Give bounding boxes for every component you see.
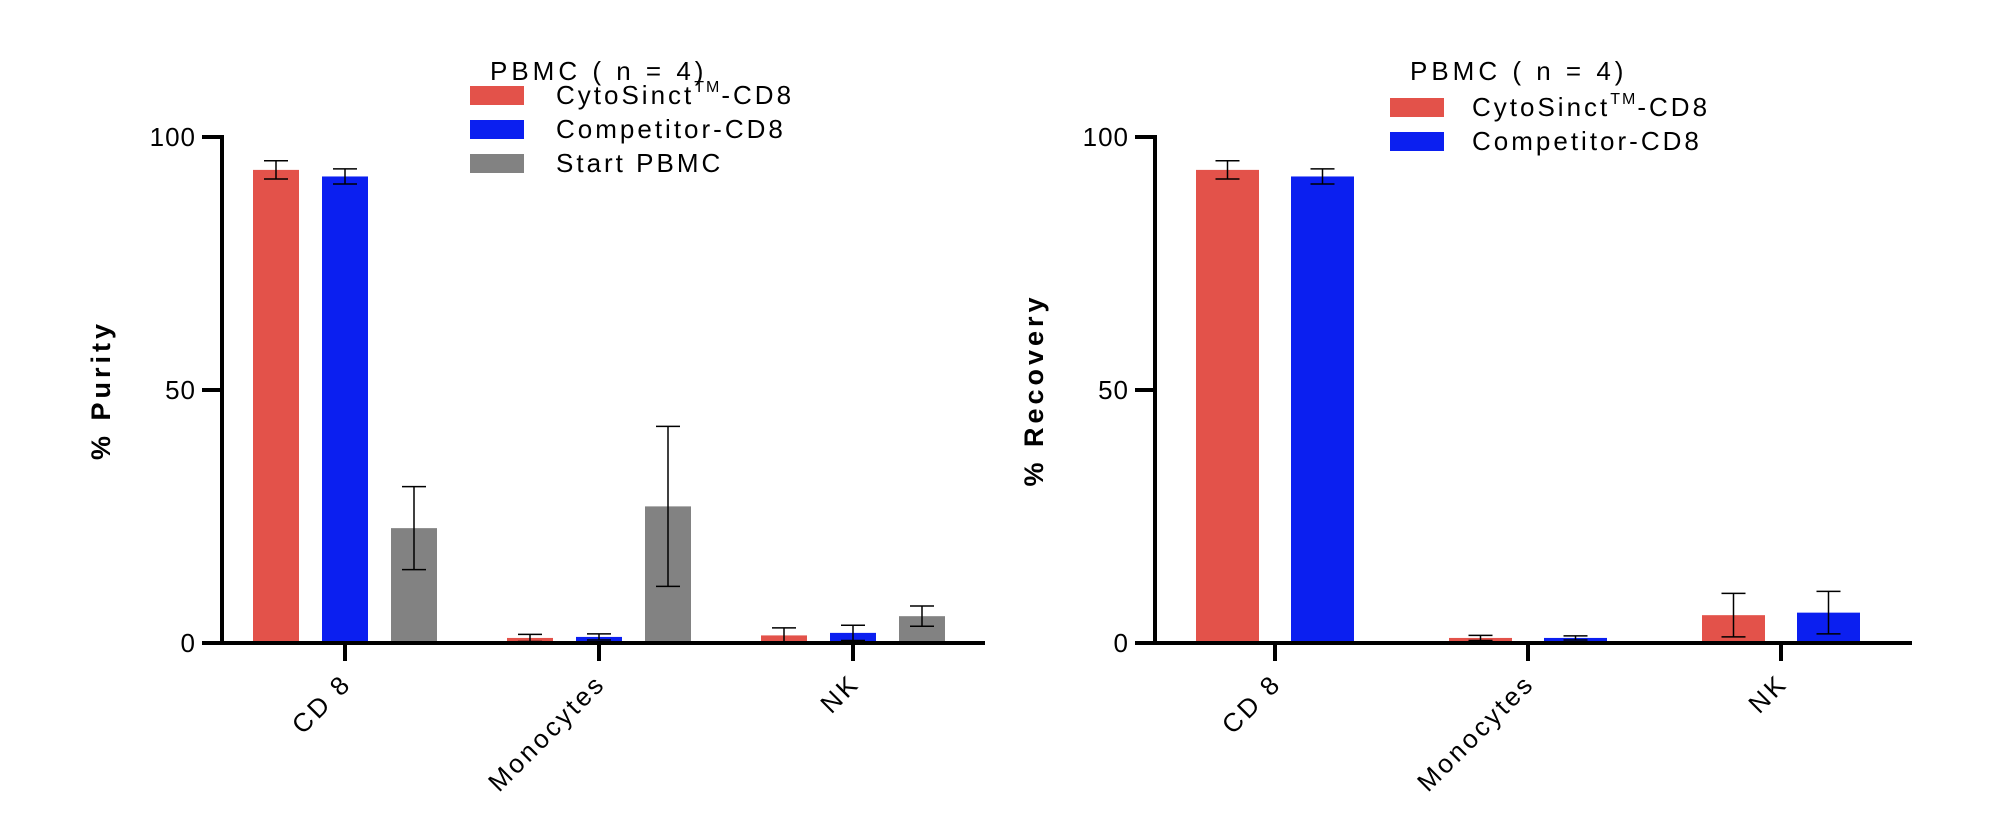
y-tick-label-0: 0 — [181, 628, 196, 658]
bar-cytosinct-cd-8 — [1196, 169, 1259, 643]
error-bar-cytosinct-cd-8 — [1215, 160, 1240, 180]
legend-label-suffix: -CD8 — [1637, 92, 1710, 122]
bar-cytosinct-cd-8 — [253, 169, 299, 643]
legend-swatch-cytosinct — [1390, 98, 1444, 117]
bar-competitor-cd8-cd-8 — [322, 176, 368, 643]
error-bar-cytosinct-monocytes — [1468, 634, 1493, 642]
legend-title: PBMC ( n = 4) — [1410, 56, 1627, 86]
legend-label-name: Competitor-CD8 — [1472, 126, 1702, 156]
error-bar-start-pbmc-cd-8 — [402, 485, 426, 571]
y-tick-label-50: 50 — [165, 375, 196, 405]
legend-swatch-start-pbmc — [470, 154, 524, 173]
y-axis-title: % Purity — [86, 320, 116, 460]
legend-swatch-competitor-cd8 — [470, 120, 524, 139]
error-bar-competitor-cd8-monocytes — [1563, 635, 1588, 641]
error-bar-cytosinct-nk — [1721, 592, 1746, 638]
y-tick-label-50: 50 — [1098, 375, 1129, 405]
legend-label-name: Competitor-CD8 — [556, 114, 786, 144]
error-bar-competitor-cd8-nk — [1816, 590, 1841, 635]
y-tick-label-100: 100 — [150, 122, 196, 152]
x-tick-label-cd-8: CD 8 — [286, 668, 358, 740]
legend-label-suffix: -CD8 — [721, 80, 794, 110]
legend-label-name: CytoSinct — [1472, 92, 1610, 122]
legend-label-name: Start PBMC — [556, 148, 723, 178]
x-tick-label-nk: NK — [814, 668, 865, 719]
error-bar-competitor-cd8-cd-8 — [1310, 168, 1335, 185]
error-bar-competitor-cd8-cd-8 — [333, 168, 357, 185]
purity-chart: 0 50 100 CD 8 Monocytes NK % Purity PBMC ( n = … — [86, 56, 985, 797]
legend-label-cytosinct: CytoSinctTM-CD8 — [556, 79, 794, 110]
legend-label-competitor-cd8: Competitor-CD8 — [556, 114, 786, 144]
legend: PBMC ( n = 4)CytoSinctTM-CD8 Competitor-C… — [470, 56, 794, 178]
x-tick-label-monocytes: Monocytes — [1411, 668, 1540, 797]
legend-swatch-cytosinct — [470, 86, 524, 105]
error-bar-competitor-cd8-monocytes — [587, 633, 611, 641]
legend-label-superscript: TM — [1610, 91, 1637, 108]
legend-swatch-competitor-cd8 — [1390, 132, 1444, 151]
x-tick-label-cd-8: CD 8 — [1216, 668, 1288, 740]
bar-competitor-cd8-cd-8 — [1291, 176, 1354, 643]
error-bar-start-pbmc-monocytes — [656, 425, 680, 588]
x-tick-label-nk: NK — [1742, 668, 1793, 719]
legend-label-start-pbmc: Start PBMC — [556, 148, 723, 178]
legend-title: PBMC ( n = 4) — [490, 56, 707, 86]
legend-label-competitor-cd8: Competitor-CD8 — [1472, 126, 1702, 156]
error-bar-competitor-cd8-nk — [841, 624, 865, 642]
y-tick-label-100: 100 — [1083, 122, 1129, 152]
legend-label-cytosinct: CytoSinctTM-CD8 — [1472, 91, 1710, 122]
x-tick-label-monocytes: Monocytes — [482, 668, 611, 797]
y-tick-label-0: 0 — [1114, 628, 1129, 658]
error-bar-cytosinct-cd-8 — [264, 160, 288, 180]
legend: PBMC ( n = 4) CytoSinctTM-CD8 Competitor-C… — [1390, 56, 1710, 156]
recovery-chart: 0 50 100 CD 8 Monocytes NK % Recovery PBMC ( n … — [1019, 56, 1912, 797]
legend-label-name: CytoSinct — [556, 80, 694, 110]
error-bar-start-pbmc-nk — [910, 605, 934, 628]
y-axis-title: % Recovery — [1019, 293, 1049, 486]
legend-label-superscript: TM — [694, 79, 721, 96]
